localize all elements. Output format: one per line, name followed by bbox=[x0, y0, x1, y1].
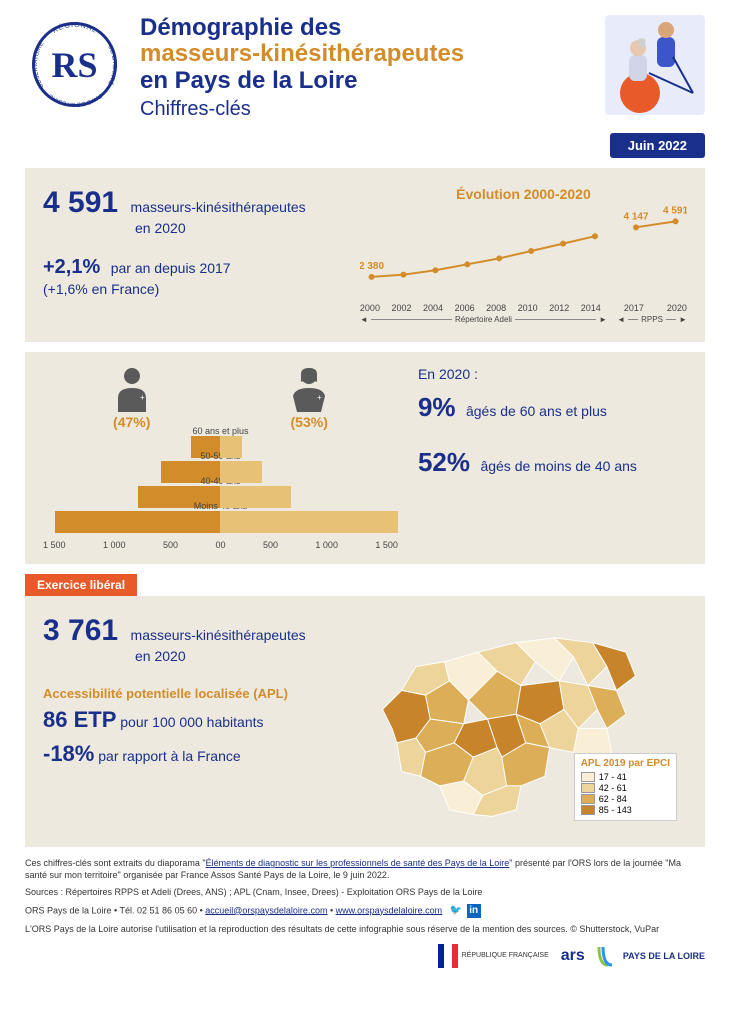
footer-source-para: Ces chiffres-clés sont extraits du diapo… bbox=[25, 857, 705, 881]
female-icon: + bbox=[291, 366, 327, 412]
title-line-2: masseurs-kinésithérapeutes bbox=[140, 41, 590, 67]
svg-text:4 147: 4 147 bbox=[623, 211, 648, 222]
header-title-block: Démographie des masseurs-kinésithérapeut… bbox=[140, 15, 590, 121]
date-badge: Juin 2022 bbox=[610, 133, 705, 158]
total-count-value: 4 591 bbox=[43, 186, 118, 219]
apl-value: 86 ETP bbox=[43, 707, 116, 732]
map-legend: APL 2019 par EPCI 17 - 4142 - 6162 - 848… bbox=[574, 753, 677, 821]
svg-text:2 380: 2 380 bbox=[360, 261, 384, 272]
apl-title: Accessibilité potentielle localisée (APL… bbox=[43, 686, 335, 701]
apl-pct-label: par rapport à la France bbox=[98, 748, 240, 764]
pyramid-female-bars bbox=[220, 436, 397, 536]
ors-logo: RÉGIONAL DE LA SANTÉ OBSERVATOIRE PAYS D… bbox=[25, 15, 125, 115]
panel-liberal: 3 761 masseurs-kinésithérapeutes en 2020… bbox=[25, 596, 705, 847]
email-link[interactable]: accueil@orspaysdelaloire.com bbox=[205, 905, 327, 915]
diaporama-link[interactable]: Éléments de diagnostic sur les professio… bbox=[206, 858, 510, 868]
header-illustration bbox=[605, 15, 705, 115]
logo-region: PAYS DE LA LOIRE bbox=[597, 941, 705, 971]
panel-age-pyramid: + (47%) 1 5001 0005000 60 ans et plus50-… bbox=[25, 352, 705, 564]
chart-x-sublabels: ◄Répertoire Adeli► ◄RPPS► bbox=[360, 315, 687, 324]
svg-text:4 591: 4 591 bbox=[663, 206, 687, 216]
subtitle: Chiffres-clés bbox=[140, 98, 590, 121]
footer-contact: ORS Pays de la Loire • Tél. 02 51 86 05 … bbox=[25, 904, 705, 918]
legend-title: APL 2019 par EPCI bbox=[581, 758, 670, 769]
total-count-label-1: masseurs-kinésithérapeutes bbox=[131, 199, 306, 215]
total-count-label-2: en 2020 bbox=[135, 220, 345, 236]
title-line-1: Démographie des bbox=[140, 15, 590, 41]
apl-map: APL 2019 par EPCI 17 - 4142 - 6162 - 848… bbox=[345, 614, 687, 829]
section-badge-liberal: Exercice libéral bbox=[25, 574, 137, 596]
pyramid-female-ticks: 05001 0001 500 bbox=[220, 540, 397, 550]
logo-letters: RS bbox=[51, 44, 97, 86]
stat-60plus-label: âgés de 60 ans et plus bbox=[466, 403, 607, 419]
linkedin-icon[interactable]: in bbox=[467, 904, 481, 918]
liberal-count-value: 3 761 bbox=[43, 614, 118, 647]
footer-sources: Sources : Répertoires RPPS et Adeli (Dre… bbox=[25, 886, 705, 898]
liberal-count-label-2: en 2020 bbox=[135, 648, 335, 664]
footer-legal: L'ORS Pays de la Loire autorise l'utilis… bbox=[25, 923, 705, 935]
twitter-icon[interactable]: 🐦 bbox=[449, 904, 463, 918]
line-chart-svg: 2 380 4 147 4 591 bbox=[360, 206, 687, 296]
svg-text:+: + bbox=[317, 393, 322, 402]
svg-text:+: + bbox=[140, 393, 145, 402]
age-pyramid: + (47%) 1 5001 0005000 60 ans et plus50-… bbox=[43, 366, 398, 550]
stat-60plus-value: 9% bbox=[418, 392, 456, 422]
age-stats: En 2020 : 9% âgés de 60 ans et plus 52% … bbox=[408, 366, 687, 550]
logo-ars: ars bbox=[561, 941, 585, 971]
male-icon: + bbox=[114, 366, 150, 412]
website-link[interactable]: www.orspaysdelaloire.com bbox=[336, 905, 443, 915]
pyramid-female: + (53%) 05001 0001 500 bbox=[220, 366, 397, 550]
liberal-count-label-1: masseurs-kinésithérapeutes bbox=[131, 627, 306, 643]
chart-x-ticks: 2000200220042006200820102012201420172020 bbox=[360, 303, 687, 313]
apl-pct-value: -18% bbox=[43, 741, 94, 766]
growth-pct-sub: (+1,6% en France) bbox=[43, 281, 345, 297]
chart-title: Évolution 2000-2020 bbox=[360, 186, 687, 202]
stat-under40-label: âgés de moins de 40 ans bbox=[480, 458, 636, 474]
growth-pct-label: par an depuis 2017 bbox=[111, 260, 231, 276]
female-pct: (53%) bbox=[220, 414, 397, 430]
evolution-chart: Évolution 2000-2020 2 380 4 147 4 591 2000… bbox=[360, 186, 687, 324]
logo-republique: RÉPUBLIQUE FRANÇAISE bbox=[438, 941, 549, 971]
stat-under40-value: 52% bbox=[418, 447, 470, 477]
panel-evolution: 4 591 masseurs-kinésithérapeutes en 2020… bbox=[25, 168, 705, 342]
title-line-3: en Pays de la Loire bbox=[140, 68, 590, 94]
age-stats-header: En 2020 : bbox=[418, 366, 687, 382]
footer: Ces chiffres-clés sont extraits du diapo… bbox=[25, 857, 705, 971]
apl-label: pour 100 000 habitants bbox=[120, 714, 263, 730]
footer-logos: RÉPUBLIQUE FRANÇAISE ars PAYS DE LA LOIR… bbox=[25, 941, 705, 971]
pyramid-male-ticks: 1 5001 0005000 bbox=[43, 540, 220, 550]
growth-pct-value: +2,1% bbox=[43, 256, 100, 278]
